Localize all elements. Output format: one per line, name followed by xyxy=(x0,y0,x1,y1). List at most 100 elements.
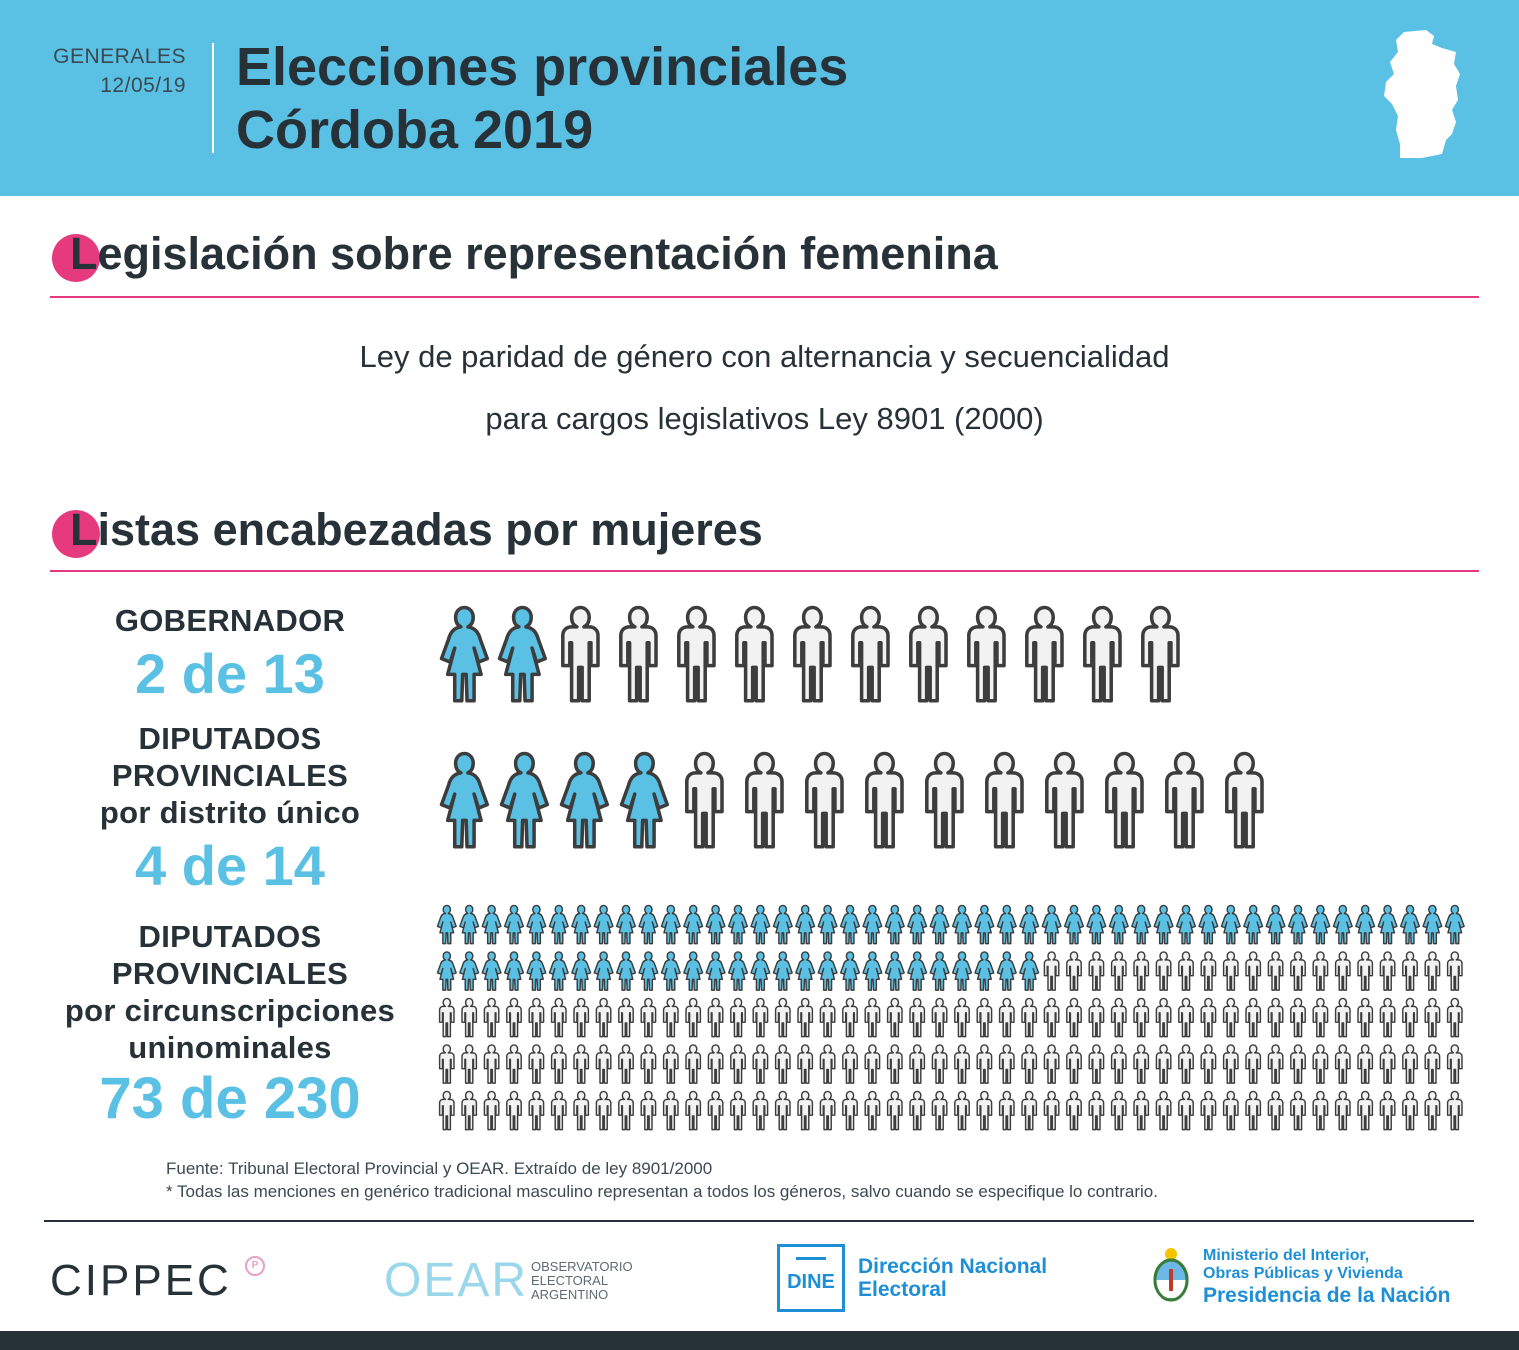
male-figure-icon xyxy=(998,997,1015,1038)
male-figure-icon xyxy=(1245,951,1262,991)
law-description: Ley de paridad de género con alternancia… xyxy=(0,326,1519,450)
header-banner: GENERALES 12/05/19 Elecciones provincial… xyxy=(0,0,1519,196)
male-figure-icon xyxy=(1133,997,1150,1038)
male-figure-icon xyxy=(851,605,890,703)
section-rule xyxy=(50,570,1479,572)
male-figure-icon xyxy=(1245,997,1262,1038)
male-figure-icon xyxy=(1200,1090,1217,1131)
male-figure-icon xyxy=(1088,997,1105,1038)
female-figure-icon xyxy=(593,904,614,945)
female-figure-icon xyxy=(1444,904,1465,945)
section-title-text: egislación sobre representación femenina xyxy=(97,228,998,279)
male-figure-icon xyxy=(1043,951,1060,991)
male-figure-icon xyxy=(1043,1090,1060,1131)
male-figure-icon xyxy=(1379,1044,1396,1084)
female-figure-icon xyxy=(750,904,771,945)
female-figure-icon xyxy=(951,904,973,945)
female-figure-icon xyxy=(548,951,569,991)
row-label-line: DIPUTADOS xyxy=(138,721,322,756)
male-figure-icon xyxy=(685,751,724,849)
male-figure-icon xyxy=(1379,997,1396,1038)
male-figure-icon xyxy=(438,997,455,1038)
male-figure-icon xyxy=(774,1044,791,1084)
male-figure-icon xyxy=(909,997,926,1038)
male-figure-icon xyxy=(438,1090,455,1131)
male-figure-icon xyxy=(745,751,784,849)
male-figure-icon xyxy=(797,1090,814,1131)
female-figure-icon xyxy=(951,951,973,991)
male-figure-icon xyxy=(1178,951,1194,991)
law-line2: para cargos legislativos Ley 8901 (2000) xyxy=(485,401,1044,436)
male-figure-icon xyxy=(730,997,746,1038)
male-figure-icon xyxy=(1133,1090,1150,1131)
male-figure-icon xyxy=(1245,1044,1262,1084)
row-label-line: por circunscripciones xyxy=(64,993,396,1028)
male-figure-icon xyxy=(864,1044,881,1084)
male-figure-icon xyxy=(1133,951,1150,991)
male-figure-icon xyxy=(842,1044,858,1084)
male-figure-icon xyxy=(707,1090,724,1131)
section-title-lists: Listas encabezadas por mujeres xyxy=(52,504,763,558)
male-figure-icon xyxy=(506,1044,522,1084)
male-figure-icon xyxy=(1290,1090,1306,1131)
female-figure-icon xyxy=(750,951,771,991)
female-figure-icon xyxy=(548,904,569,945)
male-figure-icon xyxy=(925,751,964,849)
dine-name-line: Dirección Nacional xyxy=(858,1255,1048,1278)
male-figure-icon xyxy=(1043,997,1060,1038)
female-figure-icon xyxy=(615,951,637,991)
male-figure-icon xyxy=(595,1044,612,1084)
male-figure-icon xyxy=(1155,1044,1172,1084)
male-figure-icon xyxy=(506,997,522,1038)
female-figure-icon xyxy=(683,951,704,991)
section-bullet xyxy=(52,510,100,558)
male-figure-icon xyxy=(1021,997,1038,1038)
male-figure-icon xyxy=(865,751,904,849)
male-figure-icon xyxy=(1402,1090,1418,1131)
page-title: Elecciones provinciales Córdoba 2019 xyxy=(236,36,848,162)
male-figure-icon xyxy=(685,1044,702,1084)
female-figure-icon xyxy=(503,904,525,945)
female-figure-icon xyxy=(1422,904,1443,945)
male-figure-icon xyxy=(483,1044,500,1084)
section-initial: L xyxy=(70,228,98,279)
female-figure-icon xyxy=(439,605,490,703)
source-line: Fuente: Tribunal Electoral Provincial y … xyxy=(166,1159,713,1178)
male-figure-icon xyxy=(752,1090,769,1131)
election-type-label: GENERALES xyxy=(53,45,186,68)
male-figure-icon xyxy=(1334,951,1351,991)
male-figure-icon xyxy=(864,997,881,1038)
male-figure-icon xyxy=(461,997,478,1038)
male-figure-icon xyxy=(842,997,858,1038)
male-figure-icon xyxy=(707,1044,724,1084)
female-figure-icon xyxy=(772,904,793,945)
section-title-text: istas encabezadas por mujeres xyxy=(97,504,763,555)
female-figure-icon xyxy=(459,951,480,991)
female-figure-icon xyxy=(727,951,749,991)
section-initial: L xyxy=(70,504,98,555)
female-figure-icon xyxy=(459,904,480,945)
male-figure-icon xyxy=(998,1090,1015,1131)
female-figure-icon xyxy=(1220,904,1241,945)
male-figure-icon xyxy=(662,1090,679,1131)
male-figure-icon xyxy=(506,1090,522,1131)
election-date: 12/05/19 xyxy=(100,74,186,97)
female-figure-icon xyxy=(638,951,659,991)
male-figure-icon xyxy=(752,997,769,1038)
male-figure-icon xyxy=(1424,1044,1441,1084)
oear-logo: OEAR xyxy=(384,1254,529,1307)
female-figure-icon xyxy=(996,951,1017,991)
male-figure-icon xyxy=(1357,1090,1374,1131)
male-figure-icon xyxy=(1066,1090,1082,1131)
male-figure-icon xyxy=(1088,1044,1105,1084)
male-figure-icon xyxy=(774,1090,791,1131)
female-figure-icon xyxy=(907,951,928,991)
female-figure-icon xyxy=(593,951,614,991)
female-figure-icon xyxy=(436,951,457,991)
male-figure-icon xyxy=(931,1044,948,1084)
male-figure-icon xyxy=(886,997,903,1038)
male-figure-icon xyxy=(1334,1044,1351,1084)
male-figure-icon xyxy=(1083,605,1122,703)
female-figure-icon xyxy=(1265,904,1286,945)
oear-sub-line: ARGENTINO xyxy=(531,1287,609,1302)
